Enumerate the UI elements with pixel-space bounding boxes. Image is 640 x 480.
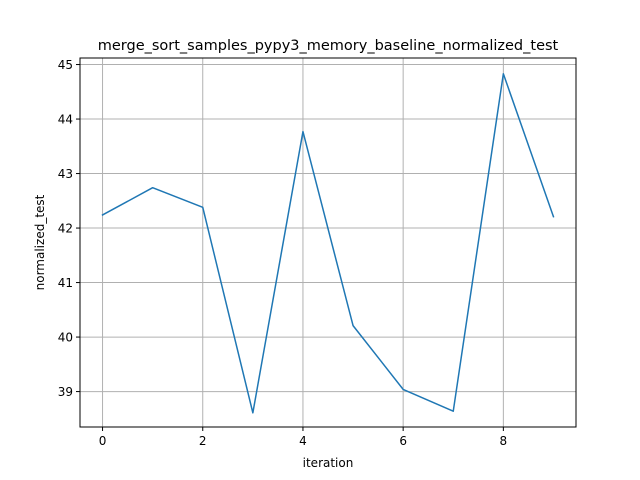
y-tick-label: 43 (58, 167, 73, 181)
series-line (101, 73, 555, 414)
y-tick-label: 39 (58, 385, 73, 399)
x-tick-label: 6 (399, 434, 407, 448)
y-axis-label: normalized_test (33, 194, 47, 290)
series-layer (101, 73, 555, 414)
x-axis-label: iteration (303, 456, 354, 470)
y-tick-label: 40 (58, 331, 73, 345)
x-tick-label: 8 (500, 434, 508, 448)
y-tick-label: 45 (58, 58, 73, 72)
x-tick-label: 0 (99, 434, 107, 448)
x-axis-ticks: 0 2 4 6 8 (99, 427, 507, 448)
y-tick-label: 44 (58, 113, 73, 127)
x-tick-label: 4 (299, 434, 307, 448)
plot-frame (79, 57, 577, 428)
y-tick-label: 41 (58, 276, 73, 290)
y-axis-ticks: 39 40 41 42 43 44 45 (58, 58, 80, 399)
y-tick-label: 42 (58, 222, 73, 236)
chart-title: merge_sort_samples_pypy3_memory_baseline… (98, 38, 559, 54)
grid-lines (80, 58, 576, 427)
x-tick-label: 2 (199, 434, 207, 448)
